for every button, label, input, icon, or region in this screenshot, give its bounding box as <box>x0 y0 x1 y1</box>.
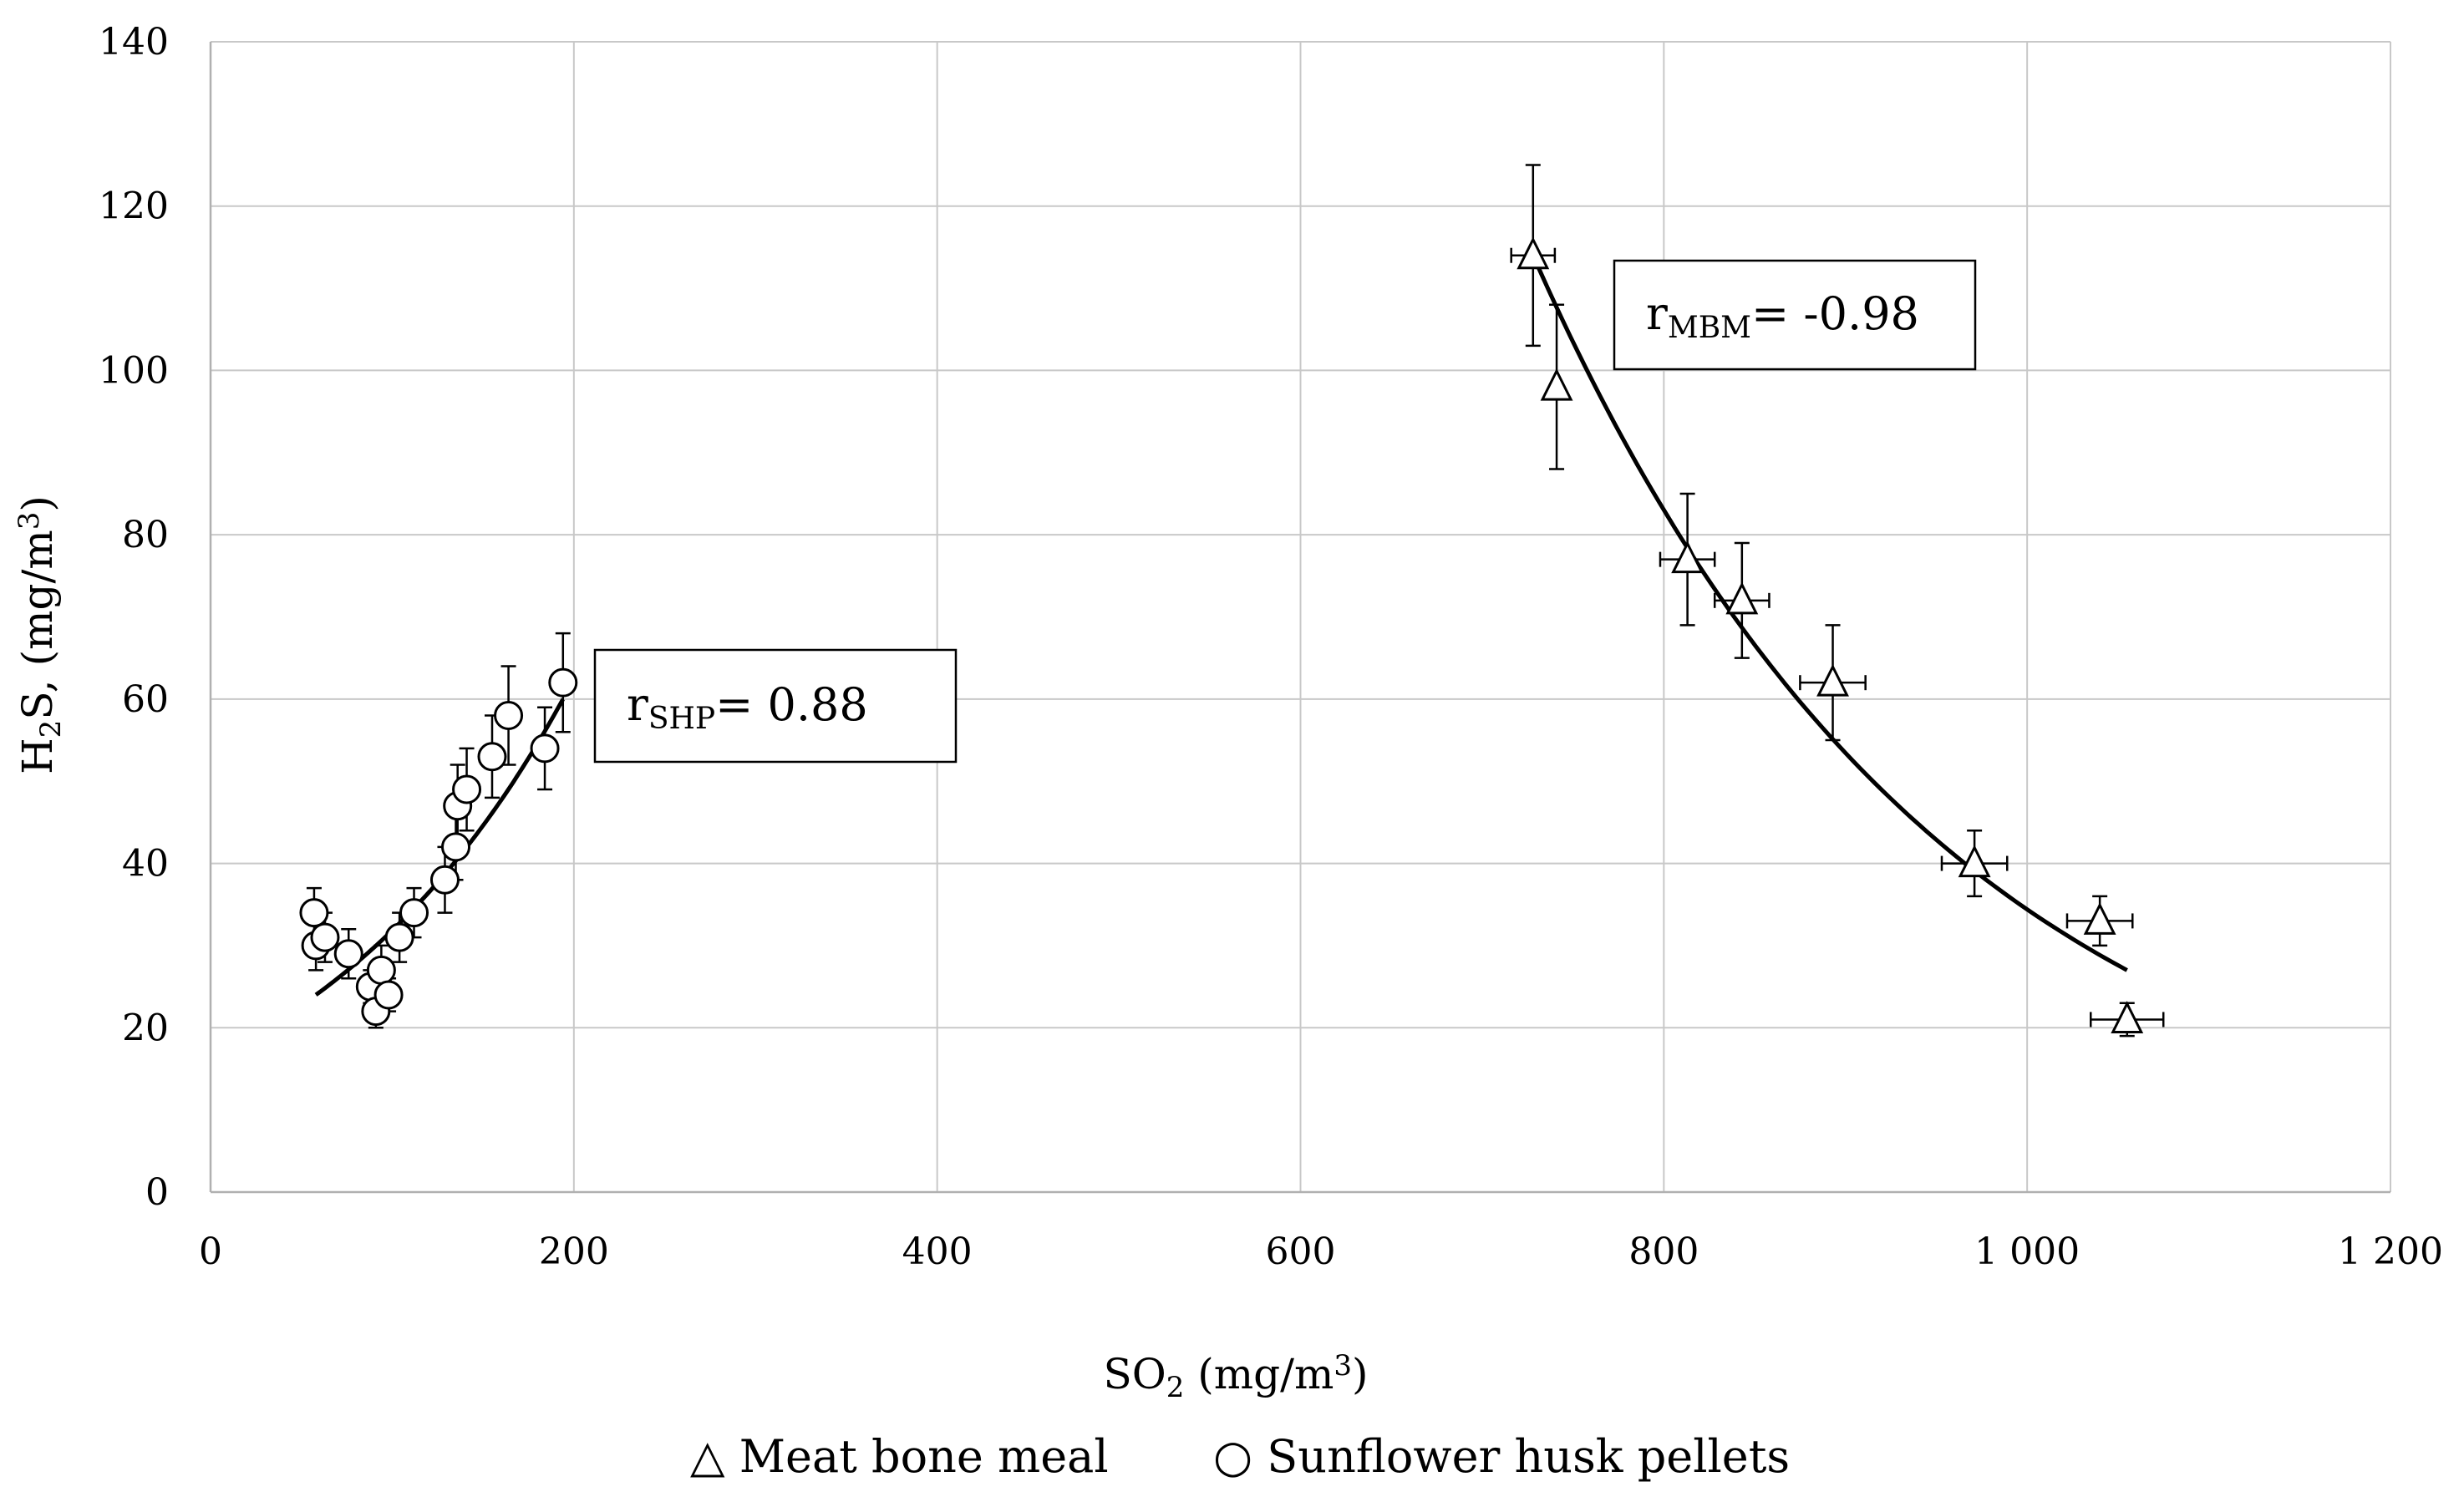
marker-triangle-p6 <box>2083 902 2116 935</box>
legend-item-sunflower-husk-pellets: ○ Sunflower husk pellets <box>1213 1430 1790 1483</box>
annotation-shp-rest: = 0.88 <box>715 678 868 731</box>
grid-lines <box>211 41 2391 1192</box>
marker-circle-p2 <box>310 922 340 952</box>
legend-item-meat-bone-meal: △ Meat bone meal <box>690 1430 1109 1483</box>
annotation-mbm: rMBM= -0.98 <box>1613 259 1977 371</box>
marker-triangle-p4 <box>1816 663 1849 697</box>
marker-circle-p7 <box>373 980 404 1010</box>
annotation-mbm-sub: MBM <box>1668 311 1751 345</box>
x-tick-label-1000: 1 000 <box>1974 1230 2080 1273</box>
y-tick-label-120: 120 <box>99 185 169 228</box>
x-tick-label-800: 800 <box>1628 1230 1699 1273</box>
x-tick-label-1200: 1 200 <box>2338 1230 2443 1273</box>
y-tick-labels: 0 20 40 60 80 100 120 140 <box>99 21 169 1214</box>
y-axis-title: H2S, (mg/m3) <box>13 495 68 774</box>
legend: △ Meat bone meal ○ Sunflower husk pellet… <box>690 1430 1790 1483</box>
marker-triangle-p7 <box>2111 1001 2144 1033</box>
marker-circle-p6 <box>366 955 396 985</box>
annotation-mbm-main: r <box>1646 287 1668 340</box>
annotation-shp-main: r <box>627 678 648 731</box>
marker-circle-p11 <box>441 832 471 862</box>
y-tick-label-80: 80 <box>122 514 169 556</box>
marker-circle-p13 <box>452 774 482 804</box>
marker-circle-p14 <box>477 742 507 772</box>
marker-triangle-p0 <box>1517 236 1550 270</box>
x-tick-label-200: 200 <box>539 1230 609 1273</box>
x-tick-label-0: 0 <box>199 1230 222 1273</box>
y-tick-label-60: 60 <box>122 678 169 721</box>
marker-triangle-p2 <box>1671 540 1704 574</box>
marker-circle-p0 <box>299 898 329 928</box>
marker-triangle-p1 <box>1540 368 1573 401</box>
y-tick-label-100: 100 <box>99 349 169 392</box>
y-tick-label-20: 20 <box>122 1007 169 1049</box>
marker-circle-p9 <box>399 898 429 928</box>
marker-triangle-p5 <box>1958 845 1991 878</box>
triangle-icon: △ <box>690 1430 725 1483</box>
marker-circle-p16 <box>530 733 560 764</box>
circle-icon: ○ <box>1213 1430 1252 1483</box>
x-tick-label-400: 400 <box>902 1230 973 1273</box>
y-tick-label-40: 40 <box>122 843 169 885</box>
marker-circle-p3 <box>333 939 363 969</box>
annotation-shp: rSHP= 0.88 <box>593 648 958 764</box>
x-tick-label-600: 600 <box>1266 1230 1336 1273</box>
x-axis-title: SO2 (mg/m3) <box>1103 1349 1368 1404</box>
svg-text:rMBM= -0.98: rMBM= -0.98 <box>1646 287 1919 345</box>
marker-triangle-p3 <box>1725 581 1759 615</box>
marker-circle-p8 <box>384 922 414 952</box>
marker-circle-p10 <box>429 865 460 895</box>
y-tick-label-0: 0 <box>145 1171 169 1214</box>
x-tick-labels: 0 200 400 600 800 1 000 1 200 <box>199 1230 2443 1273</box>
data-markers <box>299 236 2144 1033</box>
trendline-series-0 <box>1531 254 2128 972</box>
axes <box>209 42 2390 1194</box>
marker-circle-p17 <box>548 667 578 698</box>
marker-circle-p15 <box>494 701 524 731</box>
annotation-mbm-rest: = -0.98 <box>1751 287 1919 340</box>
svg-text:rSHP= 0.88: rSHP= 0.88 <box>627 678 868 736</box>
annotation-shp-sub: SHP <box>648 702 715 736</box>
y-tick-label-140: 140 <box>99 21 169 63</box>
